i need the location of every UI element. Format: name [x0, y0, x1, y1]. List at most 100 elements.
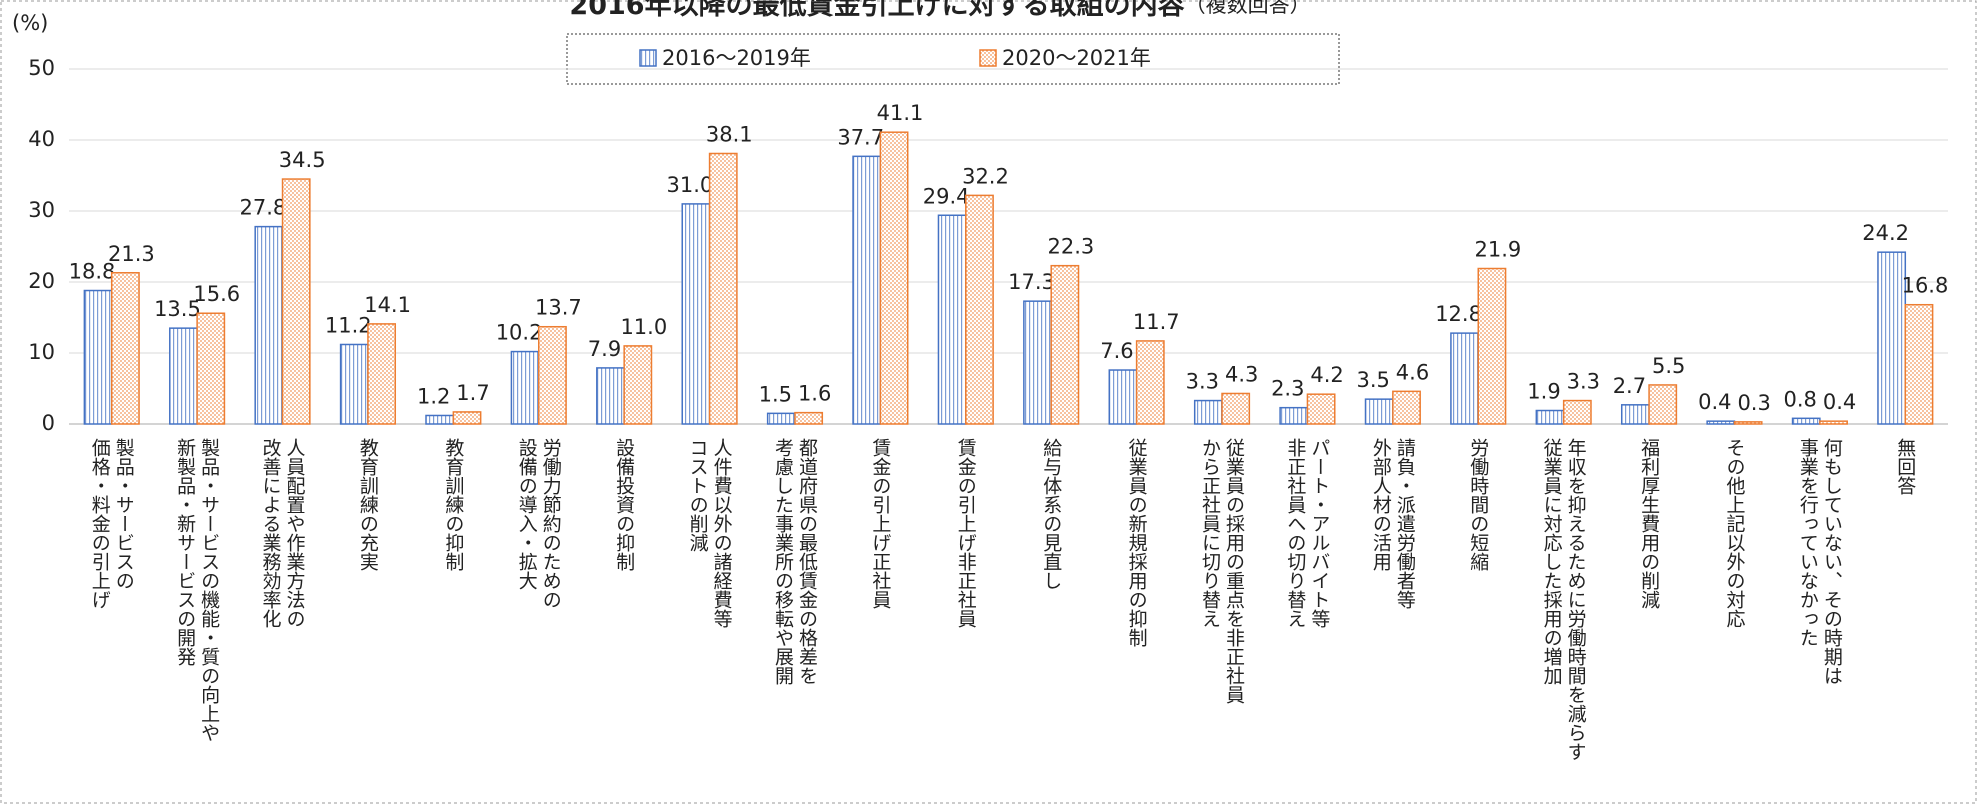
x-tick-label: 非正社員への切り替え — [1284, 438, 1306, 628]
x-tick-label: パート・アルバイト等 — [1308, 438, 1330, 628]
bar — [425, 414, 455, 425]
data-label: 1.5 — [759, 382, 792, 406]
x-tick-label: 従業員の新規採用の抑制 — [1126, 438, 1148, 647]
bar — [1706, 420, 1736, 425]
data-label: 1.9 — [1527, 380, 1560, 404]
bar — [196, 312, 226, 425]
title: 2016年以降の最低賃金引上げに対する取組の内容 — [569, 0, 1184, 21]
bar — [169, 327, 198, 425]
y-axis-label: (%) — [12, 11, 48, 35]
bar — [1477, 267, 1507, 425]
data-label: 0.4 — [1698, 390, 1731, 414]
bar — [681, 203, 711, 425]
bar — [1050, 264, 1080, 425]
bar — [110, 272, 140, 425]
data-label: 7.6 — [1100, 339, 1133, 363]
x-tick-label: 何もしていない、その時期は — [1821, 438, 1843, 685]
legend-swatch — [639, 49, 657, 67]
x-tick-label: 価格・料金の引上げ — [89, 438, 111, 609]
bar — [937, 214, 967, 425]
x-tick-label: 改善による業務効率化 — [260, 438, 282, 628]
bar — [1392, 390, 1421, 425]
x-tick-label: 教育訓練の抑制 — [442, 438, 464, 571]
bar — [1877, 251, 1907, 425]
data-label: 1.7 — [456, 381, 489, 405]
data-label: 13.7 — [535, 296, 582, 320]
bar — [1904, 303, 1934, 425]
bar — [879, 131, 909, 425]
data-label: 12.8 — [1435, 302, 1482, 326]
x-tick-label: 教育訓練の充実 — [357, 438, 379, 571]
data-label: 41.1 — [877, 101, 924, 125]
data-label: 0.8 — [1784, 387, 1817, 411]
data-label: 22.3 — [1047, 235, 1094, 259]
x-tick-label: 製品・サービスの機能・質の向上や — [198, 438, 220, 742]
data-label: 15.6 — [193, 282, 240, 306]
data-label: 5.5 — [1652, 354, 1685, 378]
bar — [708, 152, 738, 425]
data-label: 10.2 — [496, 321, 543, 345]
bar — [1819, 420, 1848, 425]
data-label: 1.6 — [798, 382, 831, 406]
x-tick-label: コストの削減 — [687, 438, 709, 552]
x-tick-label: 年収を抑えるために労働時間を減らす — [1565, 438, 1587, 761]
data-label: 3.3 — [1186, 370, 1219, 394]
data-label: 4.2 — [1310, 363, 1343, 387]
bar — [623, 345, 653, 425]
data-label: 0.4 — [1823, 390, 1856, 414]
data-label: 0.3 — [1737, 391, 1770, 415]
y-tick-label: 50 — [28, 56, 55, 80]
legend-swatch — [979, 49, 997, 67]
data-label: 13.5 — [154, 297, 201, 321]
data-label: 31.0 — [667, 173, 714, 197]
data-label: 4.3 — [1225, 362, 1258, 386]
bar — [965, 194, 994, 425]
bar — [1648, 384, 1678, 425]
x-tick-label: 請負・派遣労働者等 — [1394, 438, 1416, 609]
data-label: 32.2 — [962, 164, 1009, 188]
data-label: 18.8 — [69, 260, 116, 284]
x-tick-label: 新製品・新サービスの開発 — [174, 438, 196, 666]
data-label: 3.3 — [1567, 370, 1600, 394]
data-label: 1.2 — [417, 384, 450, 408]
bar — [1135, 340, 1165, 425]
data-label: 38.1 — [706, 122, 753, 146]
bar — [1791, 417, 1821, 425]
bar — [1535, 409, 1565, 425]
x-tick-label: 設備投資の抑制 — [613, 438, 635, 571]
bar — [596, 367, 625, 425]
bar — [1733, 421, 1763, 425]
legend-box — [566, 33, 1340, 85]
data-label: 11.0 — [620, 315, 667, 339]
bar — [510, 350, 540, 425]
bar — [1221, 392, 1251, 425]
x-tick-label: 無回答 — [1894, 438, 1916, 495]
data-label: 4.6 — [1396, 360, 1429, 384]
bar — [1364, 398, 1394, 425]
data-label: 11.2 — [325, 313, 372, 337]
bar — [794, 411, 824, 425]
x-tick-label: 給与体系の見直し — [1040, 438, 1062, 590]
bar — [1562, 399, 1592, 425]
bar — [452, 411, 482, 425]
x-tick-label: 労働力節約のための — [540, 438, 562, 609]
x-tick-label: 従業員に対応した採用の増加 — [1541, 438, 1563, 685]
data-label: 7.9 — [588, 337, 621, 361]
bar — [281, 178, 311, 425]
x-tick-label: 賃金の引上げ非正社員 — [955, 438, 977, 628]
data-label: 29.4 — [923, 184, 970, 208]
bar — [367, 323, 397, 425]
x-tick-label: から正社員に切り替え — [1199, 438, 1221, 628]
bar — [1306, 393, 1336, 425]
subtitle: （複数回答） — [1185, 0, 1311, 17]
x-tick-label: 事業を行っていなかった — [1797, 438, 1819, 647]
x-tick-label: 考慮した事業所の移転や展開 — [772, 438, 794, 685]
bar — [1450, 332, 1479, 425]
x-tick-label: 労働時間の短縮 — [1467, 438, 1489, 571]
legend-label: 2020～2021年 — [1002, 46, 1151, 70]
x-tick-label: 従業員の採用の重点を非正社員 — [1223, 438, 1245, 704]
bar — [1193, 399, 1223, 425]
data-label: 11.7 — [1133, 310, 1180, 334]
